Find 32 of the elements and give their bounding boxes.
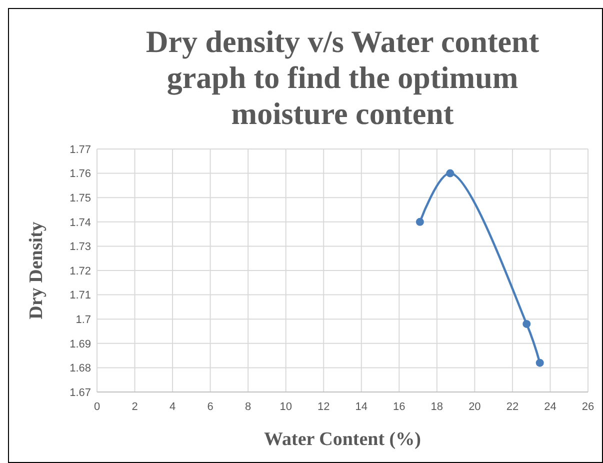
point bbox=[522, 320, 531, 328]
x-tick-label: 14 bbox=[355, 401, 368, 413]
x-tick-label: 18 bbox=[430, 401, 444, 413]
y-tick-label: 1.75 bbox=[70, 192, 91, 204]
y-tick-label: 1.69 bbox=[70, 338, 91, 350]
x-tick-label: 24 bbox=[544, 401, 556, 413]
x-tick-label: 12 bbox=[317, 401, 330, 413]
x-axis-title: Water Content (%) bbox=[264, 429, 421, 450]
x-tick-label: 8 bbox=[245, 401, 252, 413]
x-tick-label: 10 bbox=[280, 401, 292, 413]
y-tick-label: 1.73 bbox=[70, 241, 91, 254]
chart-title: Dry density v/s Water content graph to find the optimum moisture content bbox=[146, 24, 540, 131]
y-tick-label: 1.76 bbox=[70, 168, 91, 180]
y-tick-label: 1.67 bbox=[70, 386, 91, 399]
y-tick-label: 1.72 bbox=[70, 265, 91, 278]
x-tick-label: 4 bbox=[169, 401, 176, 413]
point bbox=[536, 358, 544, 367]
x-tick-label: 16 bbox=[393, 401, 406, 413]
x-tick-label: 6 bbox=[207, 401, 214, 413]
point bbox=[446, 169, 454, 178]
point bbox=[416, 218, 424, 226]
x-tick-label: 2 bbox=[132, 401, 138, 413]
y-tick-label: 1.74 bbox=[70, 216, 91, 229]
x-tick-label: 0 bbox=[94, 401, 100, 413]
y-tick-label: 1.68 bbox=[70, 362, 91, 375]
x-tick-label: 26 bbox=[582, 401, 594, 413]
y-tick-label: 1.77 bbox=[70, 144, 91, 156]
x-tick-label: 22 bbox=[506, 401, 519, 413]
y-axis-title: Dry Density bbox=[26, 221, 47, 320]
y-tick-label: 1.7 bbox=[76, 314, 91, 326]
y-tick-label: 1.71 bbox=[70, 290, 91, 302]
x-tick-label: 20 bbox=[468, 401, 481, 413]
